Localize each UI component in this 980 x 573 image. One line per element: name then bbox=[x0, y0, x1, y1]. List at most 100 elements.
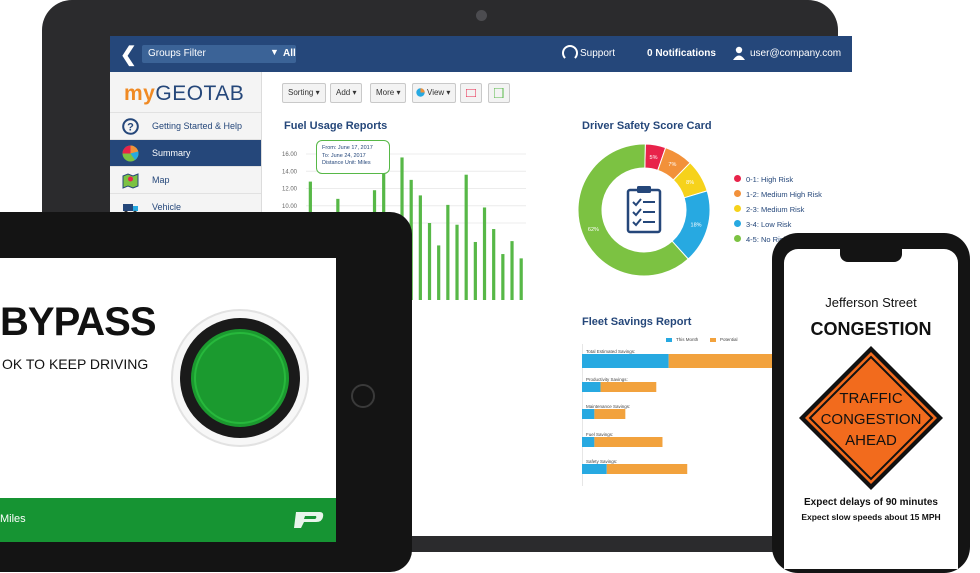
green-light-icon bbox=[171, 309, 309, 447]
fuel-bar bbox=[418, 195, 422, 300]
user-email: user@company.com bbox=[750, 48, 842, 59]
slice-label: 7% bbox=[668, 162, 676, 168]
top-bar: ❮ Groups Filter ▼ All Support 0 Notifica… bbox=[110, 36, 852, 72]
y-tick-label: 14.00 bbox=[282, 169, 298, 175]
legend-dot bbox=[734, 190, 741, 197]
sidebar-item-summary[interactable]: Summary bbox=[110, 139, 261, 167]
slice-label: 62% bbox=[588, 227, 599, 233]
savings-bar-this-month bbox=[582, 464, 607, 474]
mygeotab-logo[interactable]: myGEOTAB bbox=[124, 82, 245, 105]
phone-frame: Jefferson Street CONGESTION TRAFFIC CONG… bbox=[772, 233, 970, 573]
fuel-bar bbox=[482, 207, 487, 300]
savings-bar-this-month bbox=[582, 382, 601, 392]
legend-label: This Month bbox=[676, 337, 699, 342]
phone-notch bbox=[840, 249, 902, 262]
legend-item: 2-3: Medium Risk bbox=[734, 205, 805, 214]
tooltip-from: From: June 17, 2017 bbox=[322, 145, 373, 151]
sidebar-item-map[interactable]: Map bbox=[110, 166, 261, 194]
fuel-bar bbox=[437, 245, 441, 300]
pie-chart-icon bbox=[122, 145, 139, 162]
slice-label: 5% bbox=[650, 155, 658, 161]
legend-item: 0-1: High Risk bbox=[734, 175, 794, 184]
support-link[interactable]: Support bbox=[562, 45, 615, 61]
driver-safety-title: Driver Safety Score Card bbox=[582, 120, 712, 132]
fuel-bar bbox=[510, 241, 514, 300]
help-circle-icon: ? bbox=[122, 118, 139, 135]
tablet-frame: BYPASS OK TO KEEP DRIVING Miles bbox=[0, 212, 412, 572]
p-logo-icon bbox=[294, 512, 324, 528]
tablet-footer-bar: Miles bbox=[0, 498, 336, 542]
traffic-warning-sign-icon: TRAFFIC CONGESTION AHEAD bbox=[799, 346, 943, 490]
y-tick-label: 12.00 bbox=[282, 187, 298, 193]
add-button[interactable]: Add ▾ bbox=[330, 83, 363, 103]
sorting-button[interactable]: Sorting ▾ bbox=[282, 83, 326, 103]
sign-line-2: CONGESTION bbox=[821, 411, 922, 428]
user-menu[interactable]: user@company.com bbox=[733, 46, 842, 60]
fuel-bar bbox=[501, 254, 505, 300]
all-label: All bbox=[283, 48, 296, 59]
legend-item: 3-4: Low Risk bbox=[734, 220, 792, 229]
excel-icon bbox=[494, 88, 504, 98]
all-groups-dropdown[interactable]: ▼ All bbox=[270, 47, 296, 59]
legend-label: 0-1: High Risk bbox=[746, 175, 794, 184]
headset-icon bbox=[562, 45, 578, 61]
chevron-down-icon: ▼ bbox=[270, 47, 279, 57]
sidebar-item-label: Getting Started & Help bbox=[152, 121, 243, 131]
miles-label: Miles bbox=[0, 513, 26, 525]
sidebar-item-help[interactable]: ? Getting Started & Help bbox=[110, 112, 261, 140]
legend-label: 2-3: Medium Risk bbox=[746, 205, 805, 214]
congestion-headline: CONGESTION bbox=[810, 319, 932, 339]
legend-dot bbox=[734, 235, 741, 242]
notifications-link[interactable]: 0 Notifications bbox=[647, 48, 716, 59]
view-label: View ▾ bbox=[427, 88, 451, 97]
pie-chart-icon bbox=[416, 88, 425, 97]
groups-filter-input[interactable]: Groups Filter bbox=[142, 45, 296, 63]
back-icon[interactable]: ❮ bbox=[120, 44, 137, 66]
savings-bar-this-month bbox=[582, 437, 595, 447]
fuel-bar bbox=[519, 258, 523, 300]
sidebar-item-label: Summary bbox=[152, 148, 191, 158]
legend-swatch bbox=[666, 338, 672, 342]
legend-label: 3-4: Low Risk bbox=[746, 220, 792, 229]
savings-bar-this-month bbox=[582, 409, 595, 419]
svg-text:?: ? bbox=[127, 122, 134, 134]
more-button[interactable]: More ▾ bbox=[370, 83, 407, 103]
savings-bar-potential bbox=[606, 464, 688, 474]
speed-message: Expect slow speeds about 15 MPH bbox=[801, 512, 941, 522]
legend-dot bbox=[734, 220, 741, 227]
legend-dot bbox=[734, 205, 741, 212]
fuel-bar bbox=[455, 224, 459, 300]
camera-icon bbox=[476, 10, 487, 21]
tablet-screen: BYPASS OK TO KEEP DRIVING Miles bbox=[0, 258, 336, 542]
legend-dot bbox=[734, 175, 741, 182]
tooltip-distance-unit: Distance Unit: Miles bbox=[322, 160, 371, 166]
export-excel-button[interactable] bbox=[488, 83, 510, 103]
legend-item: 4-5: No Risk bbox=[734, 235, 788, 244]
legend-label: 4-5: No Risk bbox=[746, 235, 788, 244]
export-pdf-button[interactable] bbox=[460, 83, 482, 103]
y-tick-label: 16.00 bbox=[282, 152, 298, 158]
slice-label: 8% bbox=[686, 180, 694, 186]
legend-item: 1-2: Medium High Risk bbox=[734, 190, 822, 199]
savings-bar-this-month bbox=[582, 354, 669, 368]
user-icon bbox=[733, 46, 745, 60]
fuel-bar bbox=[492, 229, 496, 300]
bypass-status: BYPASS bbox=[0, 300, 157, 344]
sidebar-item-label: Map bbox=[152, 175, 170, 185]
sign-line-3: AHEAD bbox=[845, 432, 897, 449]
savings-row-label: Productivity Savings: bbox=[586, 377, 628, 382]
savings-row-label: Fuel Savings: bbox=[586, 432, 614, 437]
pdf-icon bbox=[466, 89, 476, 97]
fuel-bar bbox=[473, 241, 477, 300]
fuel-usage-title: Fuel Usage Reports bbox=[284, 120, 388, 132]
fleet-savings-title: Fleet Savings Report bbox=[582, 316, 692, 328]
savings-bar-potential bbox=[600, 382, 657, 392]
donut-center bbox=[604, 170, 684, 250]
legend-label: Potential bbox=[720, 337, 738, 342]
phone-screen: Jefferson Street CONGESTION TRAFFIC CONG… bbox=[784, 249, 958, 569]
fuel-bar bbox=[446, 204, 450, 300]
clipboard-checklist-icon bbox=[626, 186, 662, 234]
view-button[interactable]: View ▾ bbox=[412, 83, 457, 103]
driver-safety-donut-chart: 5% 7% 8% 18% 62% bbox=[577, 143, 711, 277]
tablet-home-button[interactable] bbox=[351, 384, 375, 408]
